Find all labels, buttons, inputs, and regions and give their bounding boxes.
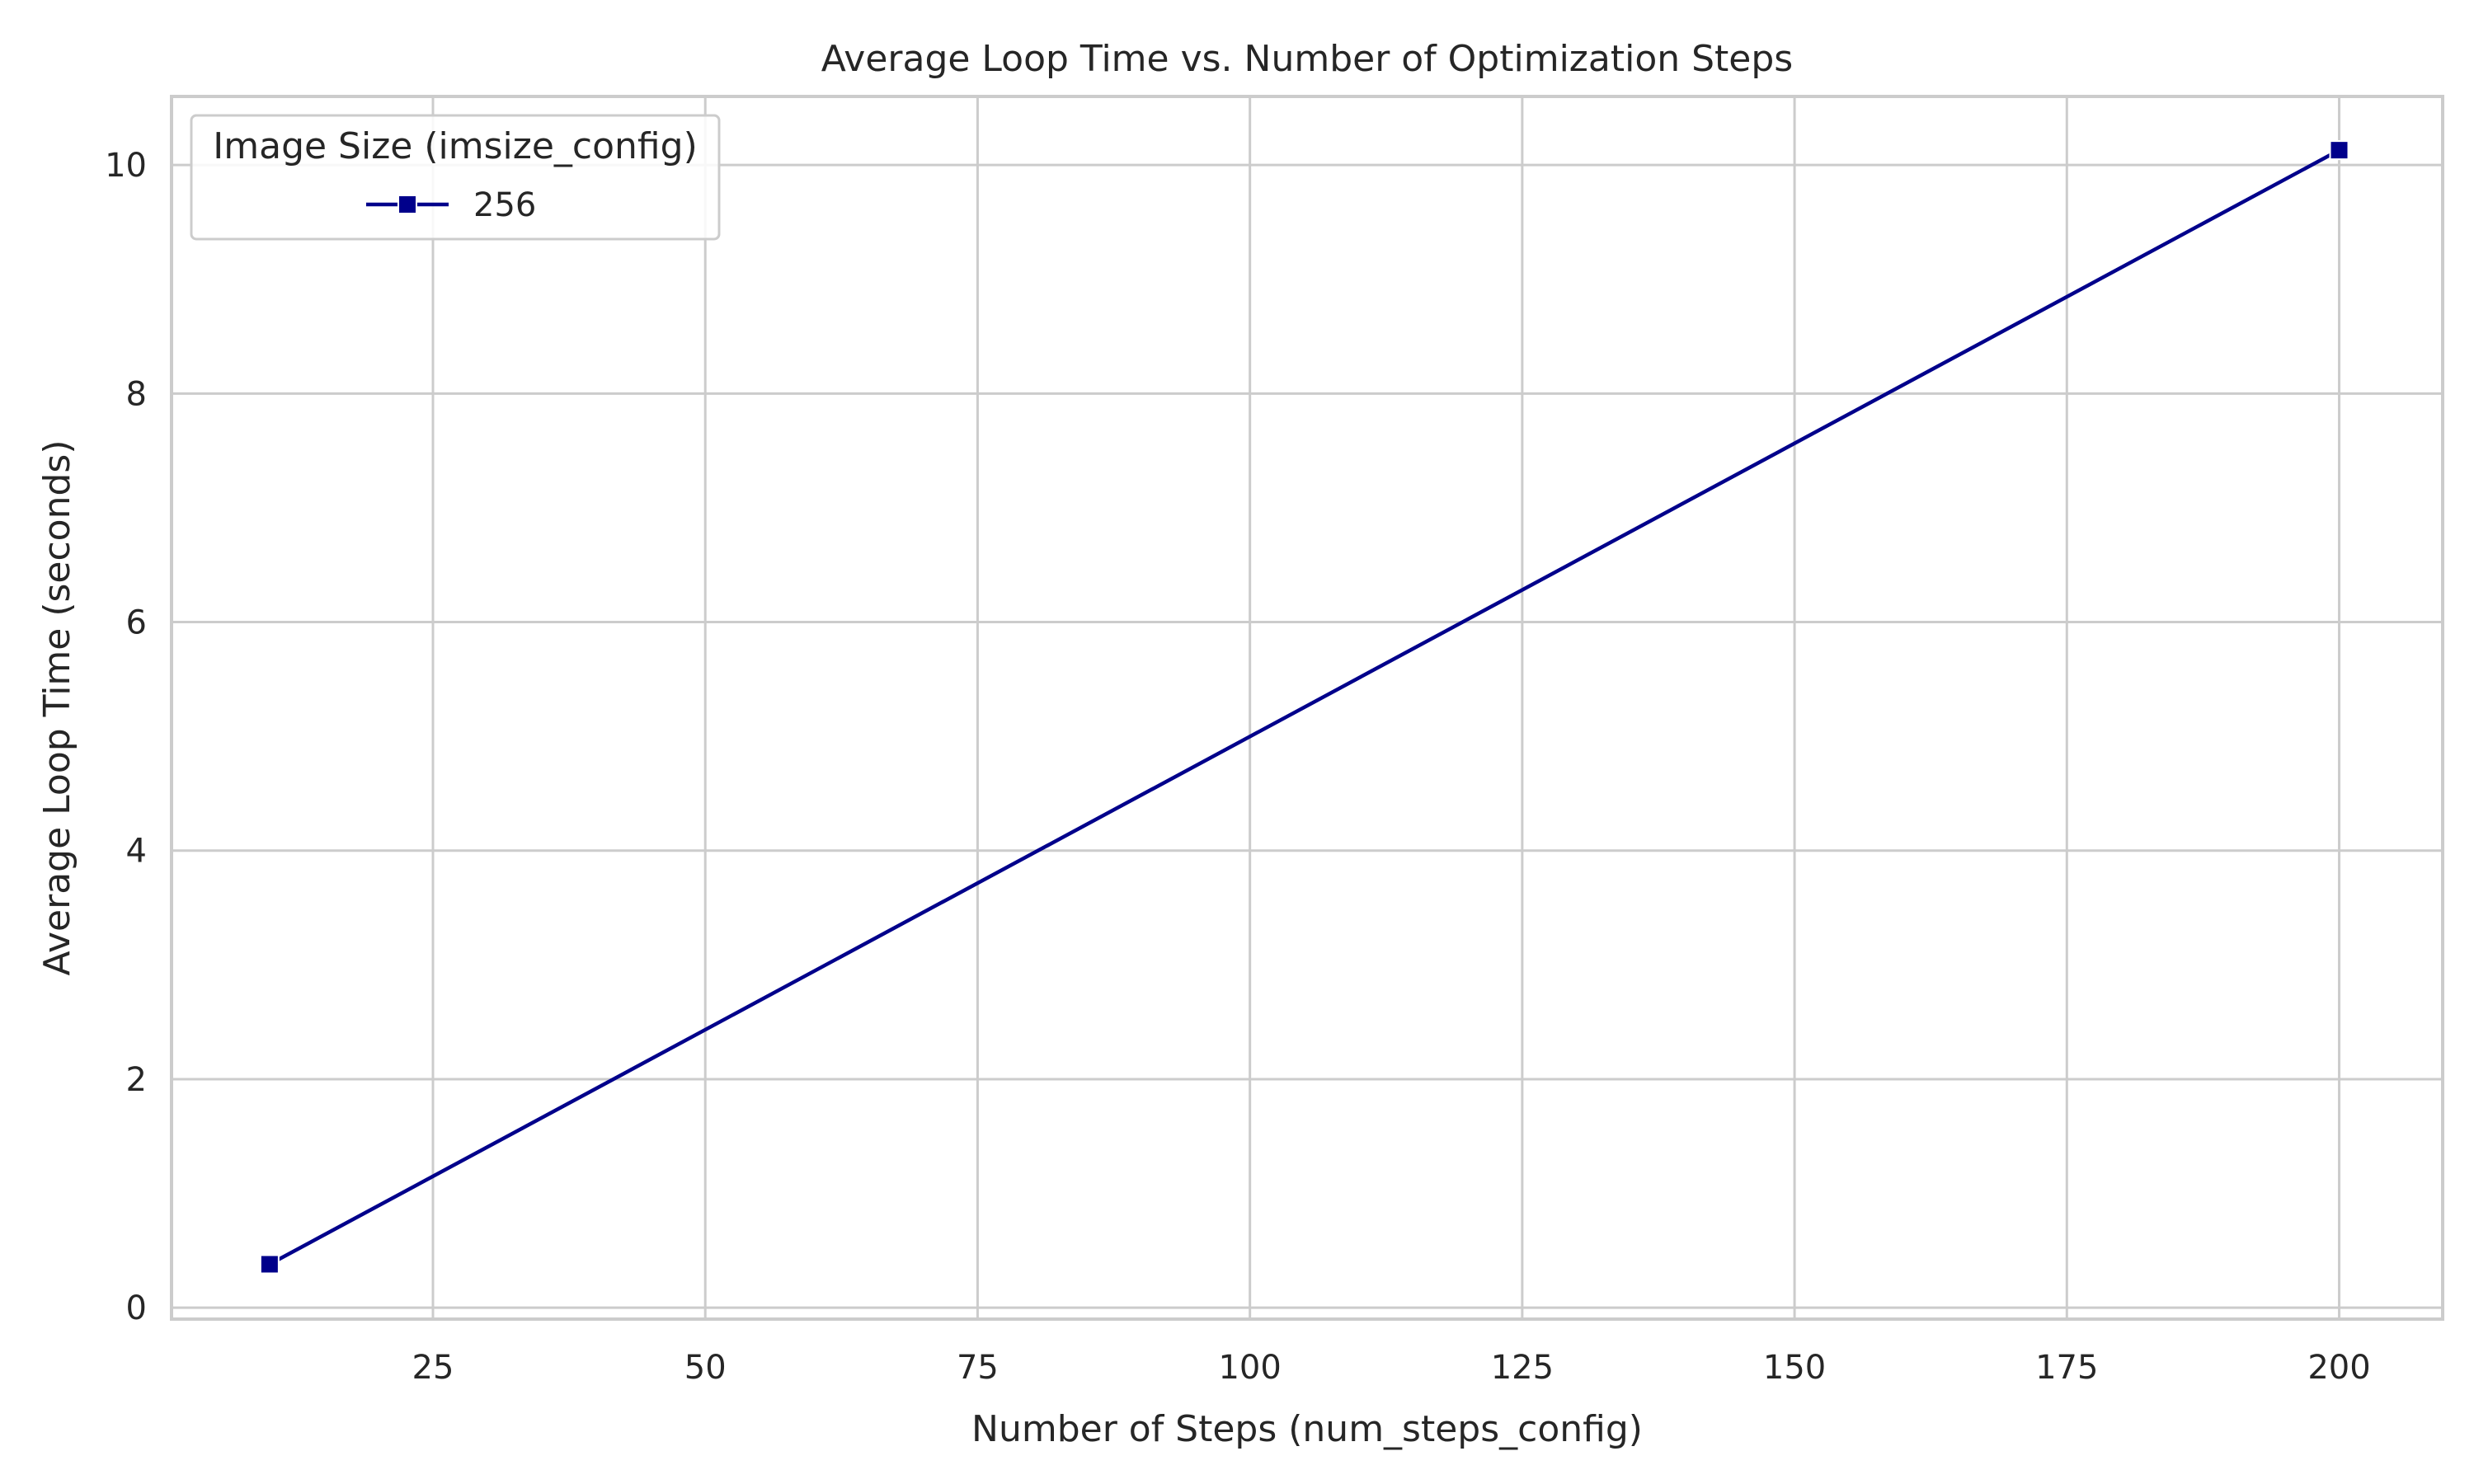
y-tick-label: 2: [126, 1061, 147, 1099]
legend-entry-label: 256: [473, 186, 536, 224]
x-tick-label: 25: [412, 1349, 454, 1387]
x-axis-label: Number of Steps (num_steps_config): [971, 1408, 1643, 1450]
x-tick-label: 75: [957, 1349, 999, 1387]
y-axis-label: Average Loop Time (seconds): [36, 439, 78, 975]
legend: Image Size (imsize_config) 256: [190, 114, 721, 241]
y-tick-label: 0: [126, 1289, 147, 1327]
series-line: [268, 148, 2340, 1266]
legend-title: Image Size (imsize_config): [213, 125, 697, 167]
grid-lines: [172, 96, 2443, 1319]
legend-items: 256: [366, 186, 536, 224]
y-tick-label: 6: [126, 604, 147, 642]
y-tick-label: 4: [126, 833, 147, 871]
x-tick-label: 50: [684, 1349, 727, 1387]
plot-frame: [170, 95, 2444, 1321]
x-tick-label: 175: [2035, 1349, 2098, 1387]
y-tick-label: 8: [126, 375, 147, 413]
x-tick-label: 200: [2307, 1349, 2370, 1387]
x-tick-label: 100: [1218, 1349, 1281, 1387]
x-tick-labels: 25 50 75 100 125 150 175 200: [412, 1349, 2371, 1387]
data-point-marker: [259, 1254, 280, 1275]
chart-title: Average Loop Time vs. Number of Optimiza…: [821, 38, 1793, 80]
y-tick-labels: 0 2 4 6 8 10: [105, 147, 147, 1327]
legend-box: [190, 114, 721, 241]
series-layer: [259, 140, 2349, 1275]
legend-marker-swatch: [397, 195, 417, 214]
x-tick-label: 125: [1491, 1349, 1554, 1387]
y-tick-label: 10: [105, 147, 147, 185]
x-tick-label: 150: [1763, 1349, 1826, 1387]
data-point-marker: [2329, 140, 2349, 161]
